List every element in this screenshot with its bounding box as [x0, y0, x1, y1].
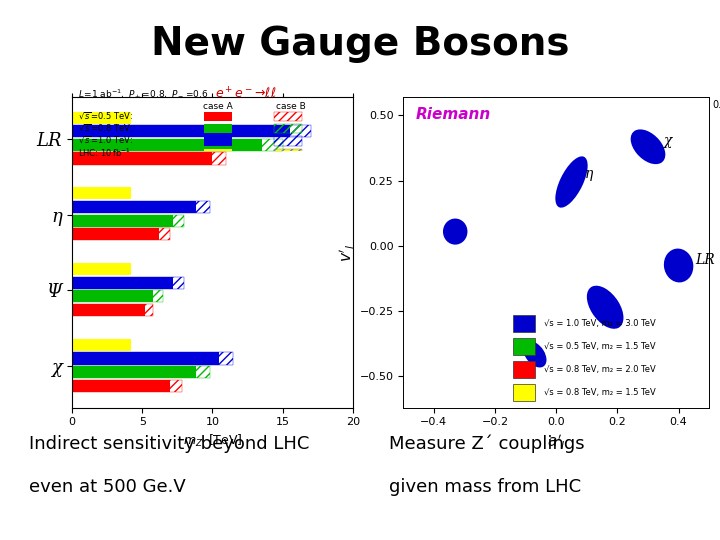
- Bar: [72, 228, 171, 240]
- Ellipse shape: [523, 341, 546, 368]
- Bar: [72, 276, 184, 289]
- Bar: [204, 124, 232, 133]
- Text: Measure Z´ couplings: Measure Z´ couplings: [389, 435, 585, 453]
- Bar: [513, 338, 535, 355]
- Text: √s = 0.5 TeV, m₂ = 1.5 TeV: √s = 0.5 TeV, m₂ = 1.5 TeV: [544, 342, 656, 351]
- Bar: [274, 124, 302, 133]
- Bar: [204, 112, 232, 121]
- Bar: [72, 152, 212, 165]
- Ellipse shape: [559, 163, 584, 201]
- Ellipse shape: [675, 261, 683, 270]
- Bar: [204, 137, 232, 146]
- Bar: [274, 148, 302, 158]
- Bar: [72, 353, 233, 364]
- Text: $\sqrt{s}\!=\!0.5$ TeV:: $\sqrt{s}\!=\!0.5$ TeV:: [78, 111, 132, 122]
- Ellipse shape: [639, 137, 657, 156]
- Ellipse shape: [643, 142, 653, 152]
- Bar: [72, 201, 210, 213]
- Ellipse shape: [595, 295, 615, 319]
- Bar: [72, 380, 181, 392]
- Bar: [72, 201, 196, 213]
- Text: even at 500 Ge.V: even at 500 Ge.V: [29, 478, 186, 496]
- Bar: [72, 366, 210, 378]
- Text: $\sqrt{s}\!=\!0.8$ TeV:: $\sqrt{s}\!=\!0.8$ TeV:: [78, 123, 132, 134]
- Ellipse shape: [635, 133, 661, 160]
- Bar: [274, 112, 302, 121]
- Text: √s = 0.8 TeV, m₂ = 2.0 TeV: √s = 0.8 TeV, m₂ = 2.0 TeV: [544, 365, 656, 374]
- Ellipse shape: [446, 221, 464, 241]
- Ellipse shape: [526, 344, 544, 365]
- Text: LR: LR: [696, 253, 715, 267]
- Text: Riemann: Riemann: [415, 106, 491, 122]
- Bar: [274, 137, 302, 146]
- Bar: [72, 152, 226, 165]
- Bar: [72, 125, 289, 137]
- Bar: [513, 384, 535, 401]
- Text: New Gauge Bosons: New Gauge Bosons: [150, 24, 570, 63]
- Bar: [72, 304, 145, 316]
- Text: Indirect sensitivity beyond LHC: Indirect sensitivity beyond LHC: [29, 435, 309, 453]
- Bar: [72, 214, 184, 227]
- Bar: [204, 148, 232, 158]
- Ellipse shape: [670, 256, 687, 275]
- Y-axis label: $v'_l$: $v'_l$: [337, 244, 356, 261]
- Ellipse shape: [555, 156, 588, 208]
- Text: $\sqrt{s}\!=\!1.0$ TeV:: $\sqrt{s}\!=\!1.0$ TeV:: [78, 135, 132, 146]
- X-axis label: $m_{Z'}$ [TeV]: $m_{Z'}$ [TeV]: [183, 433, 242, 449]
- Bar: [72, 366, 196, 378]
- Bar: [72, 125, 311, 137]
- Bar: [513, 361, 535, 378]
- Bar: [72, 304, 153, 316]
- Bar: [72, 112, 131, 124]
- Bar: [72, 139, 283, 151]
- Text: χ: χ: [664, 134, 672, 148]
- Bar: [72, 228, 159, 240]
- Bar: [72, 291, 163, 302]
- Bar: [72, 353, 220, 364]
- Ellipse shape: [528, 347, 541, 361]
- Text: √s = 0.8 TeV, m₂ = 1.5 TeV: √s = 0.8 TeV, m₂ = 1.5 TeV: [544, 388, 656, 397]
- Ellipse shape: [451, 228, 459, 235]
- Text: η: η: [585, 167, 593, 181]
- Text: given mass from LHC: given mass from LHC: [389, 478, 581, 496]
- Ellipse shape: [531, 350, 538, 358]
- Ellipse shape: [449, 225, 462, 239]
- Ellipse shape: [631, 130, 665, 164]
- Text: $e^+e^- \!\rightarrow\! \ell\ell$: $e^+e^- \!\rightarrow\! \ell\ell$: [215, 86, 277, 102]
- Ellipse shape: [587, 286, 624, 329]
- Bar: [513, 314, 535, 332]
- X-axis label: $a'_l$: $a'_l$: [547, 433, 565, 453]
- Bar: [72, 139, 261, 151]
- Bar: [72, 214, 173, 227]
- Bar: [72, 380, 171, 392]
- Bar: [72, 276, 173, 289]
- Ellipse shape: [664, 248, 693, 282]
- Text: √s = 1.0 TeV, m₂ = 3.0 TeV: √s = 1.0 TeV, m₂ = 3.0 TeV: [544, 319, 656, 328]
- Text: $L\!=\!1\ \mathrm{ab}^{-1},\ P_+\!=\!0.8,\ P_-\!=\!0.6$: $L\!=\!1\ \mathrm{ab}^{-1},\ P_+\!=\!0.8…: [78, 86, 208, 100]
- Ellipse shape: [443, 219, 467, 245]
- Bar: [72, 291, 153, 302]
- Text: case A: case A: [203, 102, 233, 111]
- Ellipse shape: [600, 301, 611, 313]
- Bar: [72, 339, 131, 351]
- Bar: [72, 187, 131, 199]
- Bar: [72, 263, 131, 275]
- Text: LHC: $10\,\mathrm{fb}^{-1}$: LHC: $10\,\mathrm{fb}^{-1}$: [78, 147, 130, 159]
- Ellipse shape: [667, 253, 690, 278]
- Ellipse shape: [563, 168, 580, 196]
- Ellipse shape: [591, 291, 619, 323]
- Text: case B: case B: [276, 102, 306, 111]
- Ellipse shape: [567, 175, 576, 189]
- Text: 0.5: 0.5: [712, 100, 720, 110]
